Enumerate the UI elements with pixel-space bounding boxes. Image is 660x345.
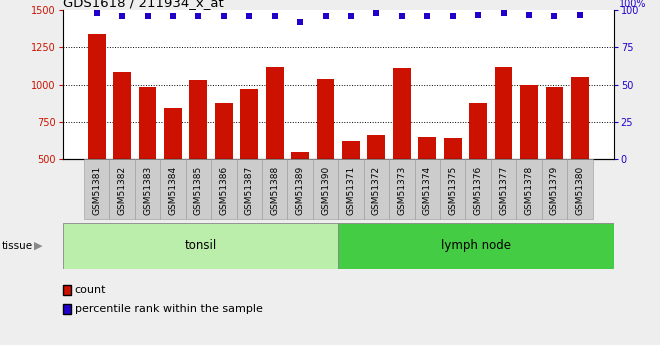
- Point: [168, 13, 178, 19]
- Bar: [368, 135, 385, 233]
- Text: GSM51383: GSM51383: [143, 166, 152, 215]
- Bar: [494, 67, 512, 233]
- Point: [447, 13, 458, 19]
- Text: GDS1618 / 211934_x_at: GDS1618 / 211934_x_at: [63, 0, 224, 9]
- Bar: [135, 159, 160, 219]
- Point: [523, 12, 534, 18]
- Bar: [444, 138, 461, 233]
- Point: [320, 13, 331, 19]
- Bar: [571, 77, 589, 233]
- Bar: [342, 141, 360, 233]
- Bar: [389, 159, 414, 219]
- Point: [143, 13, 153, 19]
- Text: GSM51379: GSM51379: [550, 166, 559, 215]
- Text: GSM51374: GSM51374: [423, 166, 432, 215]
- Bar: [287, 159, 313, 219]
- Text: ▶: ▶: [34, 241, 43, 251]
- Bar: [189, 80, 207, 233]
- Bar: [567, 159, 593, 219]
- Point: [549, 13, 560, 19]
- Bar: [211, 159, 236, 219]
- Bar: [291, 152, 309, 233]
- Text: lymph node: lymph node: [441, 239, 511, 252]
- Bar: [262, 159, 287, 219]
- Text: tissue: tissue: [2, 241, 33, 251]
- Text: GSM51388: GSM51388: [270, 166, 279, 215]
- Point: [473, 12, 483, 18]
- Text: GSM51389: GSM51389: [296, 166, 305, 215]
- Text: GSM51385: GSM51385: [194, 166, 203, 215]
- Bar: [164, 108, 182, 233]
- Text: percentile rank within the sample: percentile rank within the sample: [75, 304, 263, 314]
- Bar: [440, 159, 465, 219]
- Bar: [418, 137, 436, 233]
- Text: GSM51382: GSM51382: [117, 166, 127, 215]
- Bar: [364, 159, 389, 219]
- Text: GSM51384: GSM51384: [168, 166, 178, 215]
- Bar: [491, 159, 516, 219]
- Text: tonsil: tonsil: [184, 239, 216, 252]
- Point: [346, 13, 356, 19]
- Point: [117, 13, 127, 19]
- Bar: [88, 34, 106, 233]
- Point: [269, 13, 280, 19]
- Text: 100%: 100%: [619, 0, 647, 9]
- Bar: [160, 159, 185, 219]
- Text: GSM51371: GSM51371: [346, 166, 356, 215]
- Point: [218, 13, 229, 19]
- Bar: [240, 89, 258, 233]
- Bar: [139, 88, 156, 233]
- Text: GSM51381: GSM51381: [92, 166, 101, 215]
- Text: GSM51386: GSM51386: [219, 166, 228, 215]
- Text: GSM51372: GSM51372: [372, 166, 381, 215]
- Bar: [414, 159, 440, 219]
- Text: GSM51377: GSM51377: [499, 166, 508, 215]
- Point: [91, 11, 102, 16]
- Bar: [546, 88, 564, 233]
- Point: [575, 12, 585, 18]
- Bar: [516, 159, 542, 219]
- Bar: [339, 223, 614, 269]
- Text: GSM51380: GSM51380: [576, 166, 584, 215]
- Text: GSM51376: GSM51376: [474, 166, 482, 215]
- Point: [498, 11, 509, 16]
- Point: [422, 13, 432, 19]
- Bar: [63, 223, 338, 269]
- Point: [397, 13, 407, 19]
- Bar: [266, 67, 284, 233]
- Bar: [520, 85, 538, 233]
- Point: [371, 11, 381, 16]
- Text: GSM51378: GSM51378: [525, 166, 533, 215]
- Text: GSM51387: GSM51387: [245, 166, 253, 215]
- Bar: [236, 159, 262, 219]
- Bar: [469, 103, 487, 233]
- Text: GSM51390: GSM51390: [321, 166, 330, 215]
- Bar: [339, 159, 364, 219]
- Bar: [110, 159, 135, 219]
- Point: [244, 13, 255, 19]
- Bar: [84, 159, 110, 219]
- Bar: [113, 72, 131, 233]
- Bar: [317, 79, 335, 233]
- Text: count: count: [75, 285, 106, 295]
- Bar: [215, 103, 233, 233]
- Text: GSM51375: GSM51375: [448, 166, 457, 215]
- Bar: [313, 159, 338, 219]
- Bar: [465, 159, 491, 219]
- Bar: [542, 159, 567, 219]
- Point: [295, 19, 306, 25]
- Point: [193, 13, 204, 19]
- Bar: [393, 68, 411, 233]
- Text: GSM51373: GSM51373: [397, 166, 407, 215]
- Bar: [185, 159, 211, 219]
